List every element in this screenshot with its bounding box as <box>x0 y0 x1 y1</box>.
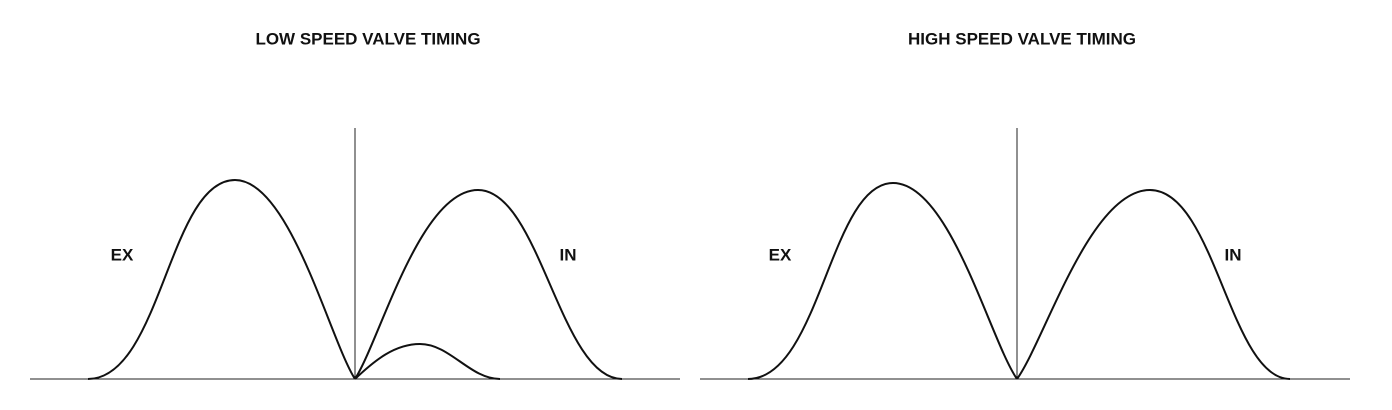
secondary-intake-curve <box>354 342 501 380</box>
exhaust-curve <box>747 181 1018 380</box>
high-speed-panel: HIGH SPEED VALVE TIMING EX IN <box>700 29 1350 380</box>
low-speed-panel: LOW SPEED VALVE TIMING EX IN <box>30 29 680 380</box>
panel-title: LOW SPEED VALVE TIMING <box>255 29 480 48</box>
exhaust-label: EX <box>111 245 134 264</box>
intake-curve <box>1016 188 1291 380</box>
intake-curve <box>354 188 623 380</box>
intake-label: IN <box>1225 245 1242 264</box>
exhaust-label: EX <box>769 245 792 264</box>
intake-label: IN <box>560 245 577 264</box>
exhaust-curve <box>87 178 356 380</box>
panel-title: HIGH SPEED VALVE TIMING <box>908 29 1136 48</box>
